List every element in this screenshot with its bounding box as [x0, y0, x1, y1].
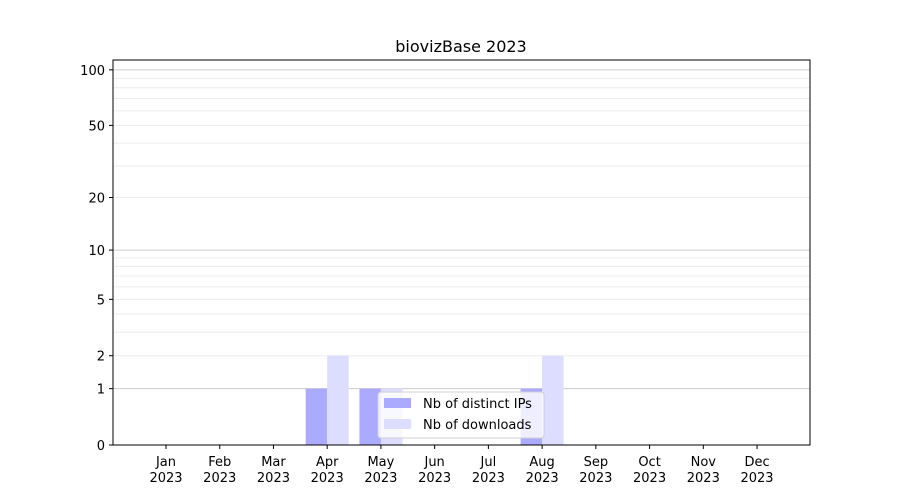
- x-tick-label: 2023: [740, 471, 773, 486]
- y-tick-label: 5: [97, 293, 105, 308]
- legend-label: Nb of downloads: [423, 418, 532, 433]
- x-tick-label: 2023: [149, 471, 182, 486]
- x-tick-label: 2023: [311, 471, 344, 486]
- x-tick-label: Aug: [529, 455, 554, 470]
- legend-swatch: [384, 398, 411, 408]
- bar-downloads: [542, 355, 564, 445]
- x-tick-label: Nov: [691, 455, 717, 470]
- plot-frame: [112, 59, 811, 446]
- x-tick-label: Dec: [744, 455, 769, 470]
- legend-box: [377, 391, 545, 439]
- chart-title: biovizBase 2023: [395, 37, 526, 56]
- x-tick-label: 2023: [203, 471, 236, 486]
- x-tick-label: 2023: [472, 471, 505, 486]
- x-tick-label: Sep: [584, 455, 609, 470]
- x-tick-label: 2023: [579, 471, 612, 486]
- x-axis: Jan2023Feb2023Mar2023Apr2023May2023Jun20…: [149, 445, 774, 486]
- x-tick-label: 2023: [364, 471, 397, 486]
- y-tick-label: 0: [97, 439, 105, 454]
- gridlines: [113, 69, 810, 390]
- bar-downloads: [327, 355, 349, 445]
- x-tick-label: May: [367, 455, 394, 470]
- legend-label: Nb of distinct IPs: [423, 397, 532, 412]
- y-tick-label: 10: [88, 244, 105, 259]
- x-tick-label: Jun: [423, 455, 444, 470]
- y-tick-label: 100: [80, 64, 105, 79]
- x-tick-label: 2023: [633, 471, 666, 486]
- legend-swatch: [384, 419, 411, 429]
- x-tick-label: Feb: [208, 455, 231, 470]
- bar-ips: [305, 388, 328, 445]
- x-tick-label: Mar: [261, 455, 286, 470]
- y-tick-label: 1: [97, 383, 105, 398]
- x-tick-label: 2023: [418, 471, 451, 486]
- y-tick-label: 20: [88, 192, 105, 207]
- y-tick-label: 50: [88, 119, 105, 134]
- x-tick-label: 2023: [257, 471, 290, 486]
- y-tick-label: 2: [97, 350, 105, 365]
- legend: Nb of distinct IPs Nb of downloads: [377, 391, 545, 439]
- bar-ips: [359, 388, 381, 445]
- x-tick-label: Apr: [316, 455, 339, 470]
- y-axis: 0 1 2 5 10 20 50 100: [80, 64, 113, 454]
- x-tick-label: Jan: [155, 455, 176, 470]
- x-tick-label: 2023: [687, 471, 720, 486]
- x-tick-label: Oct: [638, 455, 660, 470]
- x-tick-label: 2023: [526, 471, 559, 486]
- x-tick-label: Jul: [480, 455, 497, 470]
